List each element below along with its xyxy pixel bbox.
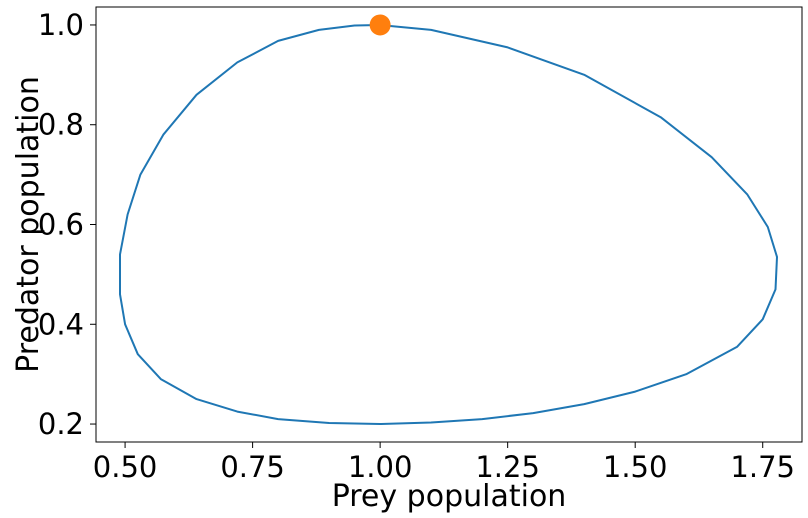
x-axis-ticks: 0.50 0.75 1.00 1.25 1.50 1.75 [93, 442, 795, 484]
x-tick-label: 0.50 [93, 450, 158, 484]
y-tick-label: 1.0 [38, 8, 84, 42]
series-orbit-line [119, 24, 778, 425]
axes-frame [95, 6, 803, 443]
x-tick-label: 1.25 [475, 450, 540, 484]
x-tick-label: 1.50 [603, 450, 668, 484]
x-axis-label: Prey population [332, 479, 567, 514]
x-tick-label: 1.00 [348, 450, 413, 484]
y-tick-label: 0.4 [38, 307, 84, 341]
y-tick-label: 0.8 [38, 108, 84, 142]
plot-area [119, 14, 778, 425]
y-axis-label: Predator population [11, 76, 46, 373]
x-tick-label: 1.75 [730, 450, 795, 484]
y-tick-label: 0.6 [38, 208, 84, 242]
y-tick-label: 0.2 [38, 407, 84, 441]
series-start-point [369, 14, 391, 36]
y-axis-ticks: 0.2 0.4 0.6 0.8 1.0 [38, 8, 96, 441]
x-tick-label: 0.75 [220, 450, 285, 484]
